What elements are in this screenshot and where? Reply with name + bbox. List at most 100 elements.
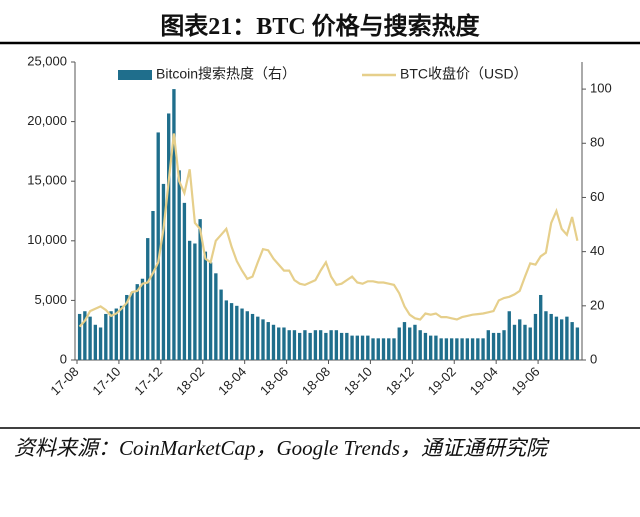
bar <box>491 332 496 360</box>
bar <box>277 327 281 360</box>
bar <box>313 330 318 360</box>
bar <box>98 327 103 360</box>
x-tick-label: 18-10 <box>341 364 375 398</box>
y2-tick-label: 40 <box>590 243 604 258</box>
bar <box>428 335 433 360</box>
bar <box>334 330 339 360</box>
bar <box>350 335 354 360</box>
bar <box>392 338 396 360</box>
y2-tick-label: 100 <box>590 81 612 96</box>
bar <box>303 330 307 360</box>
bar <box>146 238 150 360</box>
bar <box>198 219 202 360</box>
bar <box>397 327 401 360</box>
bar <box>486 330 490 360</box>
bar <box>544 311 548 360</box>
bar <box>554 316 559 360</box>
bar <box>324 332 328 360</box>
bar <box>114 308 118 360</box>
x-tick-label: 17-10 <box>89 364 123 398</box>
y2-tick-label: 0 <box>590 351 597 366</box>
bar <box>182 202 187 360</box>
bar <box>418 330 422 360</box>
bar <box>125 294 129 360</box>
bar <box>224 300 229 360</box>
bar <box>282 327 286 360</box>
legend-swatch <box>118 70 152 80</box>
bar <box>371 338 375 360</box>
bar <box>193 243 197 360</box>
bar <box>187 240 192 360</box>
bar <box>449 338 454 360</box>
bar <box>250 313 255 360</box>
bar <box>470 338 475 360</box>
bar <box>214 273 218 360</box>
bar <box>104 313 108 360</box>
bar <box>360 335 365 360</box>
bar <box>287 330 291 360</box>
bar <box>339 332 344 360</box>
bar <box>502 330 506 360</box>
chart-title: 图表21：BTC 价格与搜索热度 <box>160 14 480 40</box>
bar <box>308 332 312 360</box>
bar <box>549 313 553 360</box>
y2-tick-label: 80 <box>590 135 604 150</box>
bar <box>387 338 391 360</box>
x-tick-label: 18-08 <box>299 364 333 398</box>
bar <box>266 322 270 360</box>
bar <box>460 338 464 360</box>
bar <box>88 316 92 360</box>
bar <box>439 338 443 360</box>
bar <box>565 316 569 360</box>
x-tick-label: 18-02 <box>173 364 207 398</box>
price-line <box>78 133 579 328</box>
bar <box>518 319 522 360</box>
bar <box>329 330 333 360</box>
bar <box>455 338 459 360</box>
bar <box>261 319 265 360</box>
bar <box>539 294 543 360</box>
y-tick-label: 15,000 <box>27 173 67 188</box>
bar <box>318 330 323 360</box>
bar <box>172 89 176 360</box>
bar <box>413 324 417 360</box>
bar <box>151 211 155 360</box>
bar <box>402 322 407 360</box>
bar <box>235 305 239 360</box>
bar <box>512 324 517 360</box>
bar <box>481 338 485 360</box>
y-tick-label: 25,000 <box>27 53 67 68</box>
x-tick-label: 17-12 <box>131 364 165 398</box>
x-tick-label: 19-02 <box>425 364 459 398</box>
x-tick-label: 18-06 <box>257 364 291 398</box>
legend-label: BTC收盘价（USD） <box>400 66 528 82</box>
bar <box>156 132 160 360</box>
bar <box>256 316 260 360</box>
bar <box>292 330 297 360</box>
bar <box>167 113 171 361</box>
bar <box>245 311 249 360</box>
bar <box>575 327 580 360</box>
bar <box>161 183 166 360</box>
bar <box>135 284 139 360</box>
bar <box>408 327 412 360</box>
bar <box>83 311 87 360</box>
bar <box>208 262 213 360</box>
bar <box>523 324 527 360</box>
y-tick-label: 5,000 <box>34 292 67 307</box>
y2-tick-label: 20 <box>590 297 604 312</box>
bar <box>559 319 564 360</box>
bar <box>570 322 574 360</box>
x-tick-label: 18-04 <box>215 364 249 398</box>
bar <box>497 332 501 360</box>
y-tick-label: 10,000 <box>27 232 67 247</box>
y2-tick-label: 60 <box>590 189 604 204</box>
bar <box>355 335 359 360</box>
bar <box>465 338 470 360</box>
bar <box>130 292 134 360</box>
bar <box>93 324 98 360</box>
bar <box>240 308 244 360</box>
bar <box>298 332 302 360</box>
bar <box>434 335 438 360</box>
